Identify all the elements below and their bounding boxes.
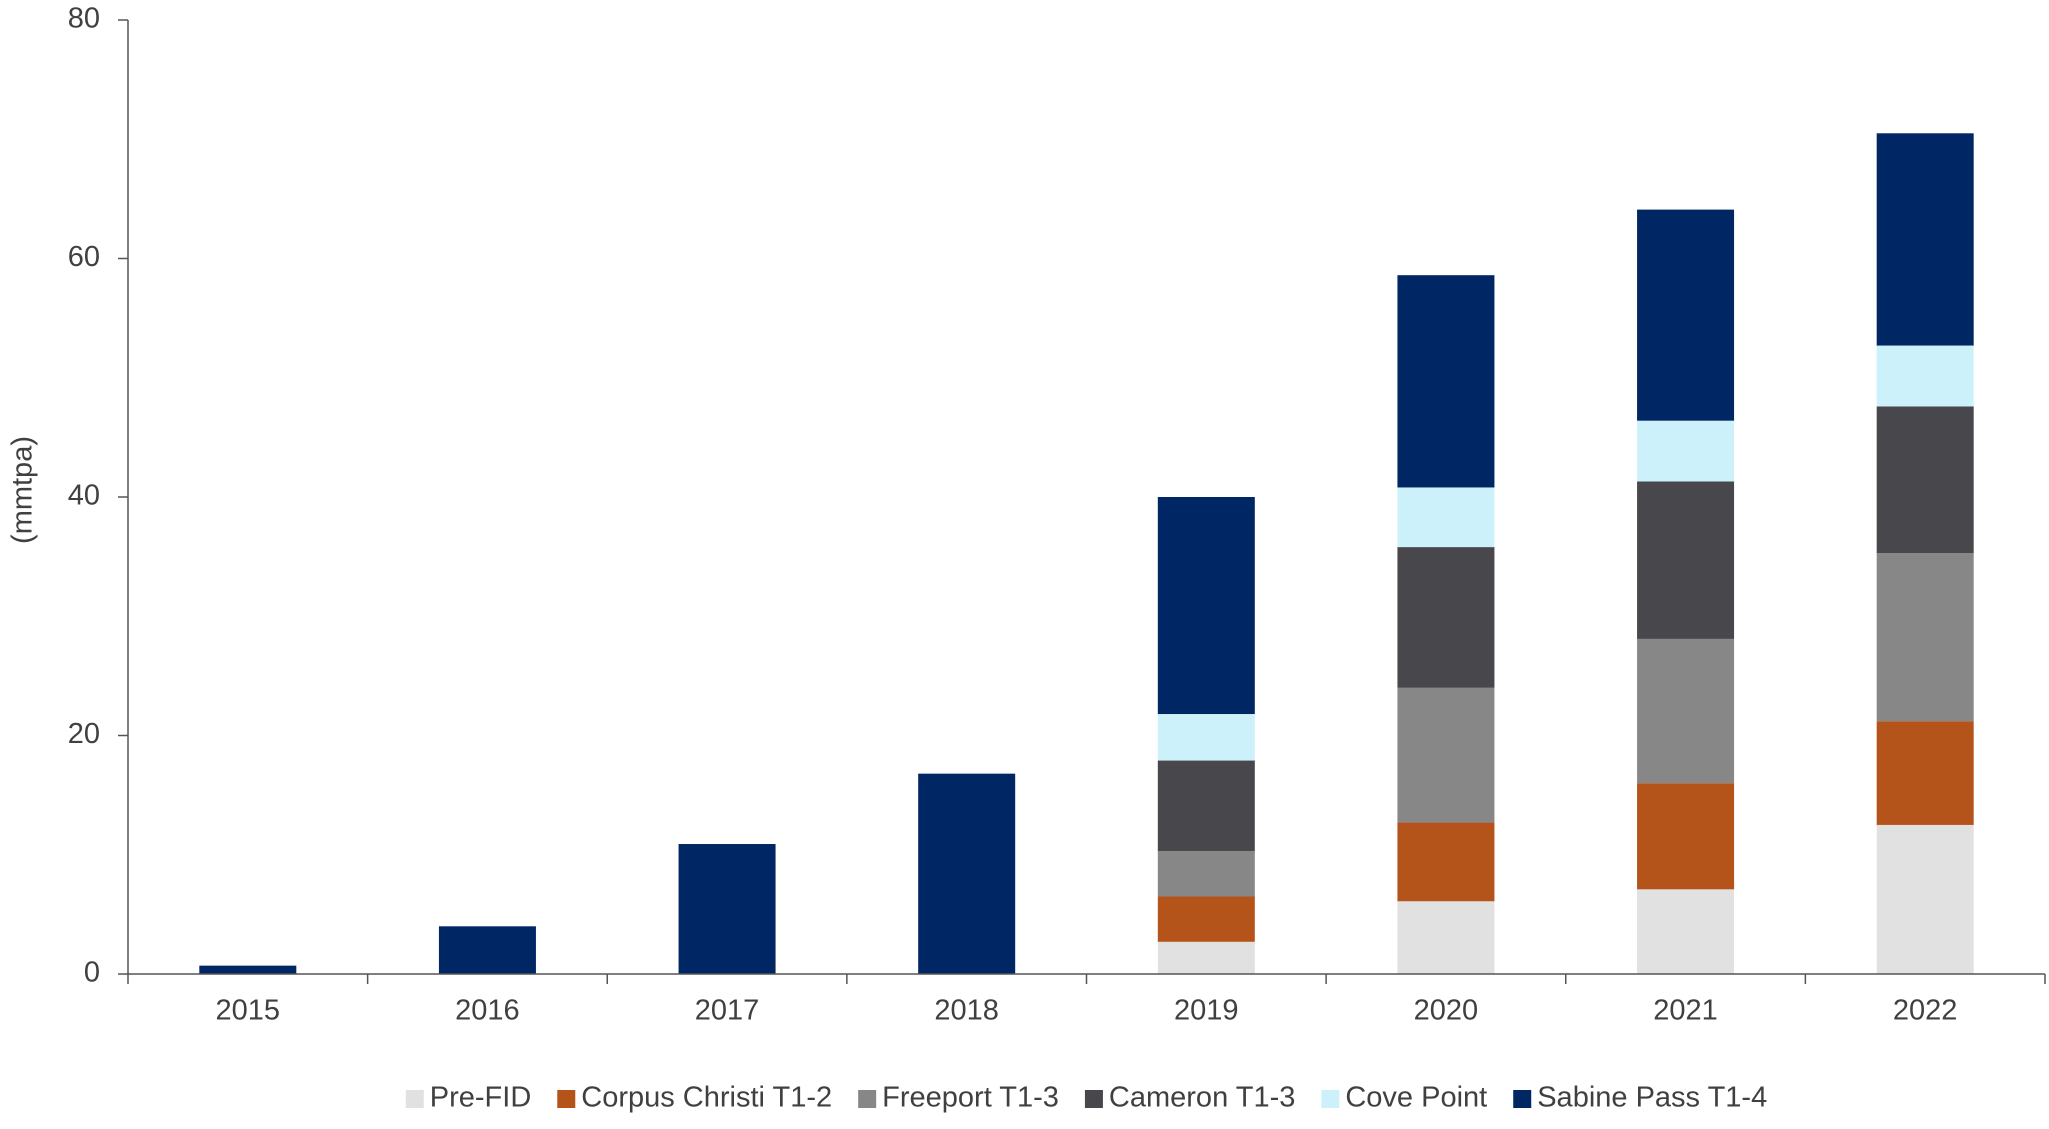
- bar-segment: [1397, 487, 1495, 548]
- legend-swatch: [1321, 1090, 1340, 1108]
- bar-segment: [1637, 209, 1735, 421]
- legend-label: Cove Point: [1345, 1082, 1487, 1114]
- legend-label: Pre-FID: [430, 1082, 532, 1114]
- x-tick-label: 2022: [1893, 995, 1958, 1027]
- bar-segment: [1397, 901, 1495, 974]
- bar-segment: [918, 773, 1016, 974]
- bar-segment: [1397, 275, 1495, 488]
- bar-segment: [1157, 497, 1255, 715]
- y-tick-label: 80: [68, 3, 100, 35]
- y-tick-label: 0: [84, 957, 100, 989]
- legend-label: Sabine Pass T1-4: [1537, 1082, 1767, 1114]
- bar-segment: [1876, 406, 1974, 554]
- x-tick-label: 2015: [216, 995, 281, 1027]
- bar-segment: [1876, 721, 1974, 825]
- y-tick-label: 20: [68, 718, 100, 750]
- bar-segment: [1397, 547, 1495, 688]
- y-tick-label: 60: [68, 241, 100, 273]
- bar-segment: [1637, 638, 1735, 784]
- bar-segment: [1637, 481, 1735, 639]
- x-tick-label: 2021: [1653, 995, 1718, 1027]
- bar-segment: [1157, 941, 1255, 974]
- bar-segment: [1637, 783, 1735, 890]
- legend-label: Cameron T1-3: [1109, 1082, 1295, 1114]
- x-tick-label: 2017: [695, 995, 760, 1027]
- bar-segment: [678, 844, 776, 974]
- bar-segment: [1876, 133, 1974, 346]
- legend-swatch: [557, 1090, 576, 1108]
- legend-swatch: [858, 1090, 877, 1108]
- bar-segment: [1637, 889, 1735, 974]
- bar-segment: [1397, 687, 1495, 823]
- bar-segment: [199, 965, 297, 974]
- bar-segment: [1637, 420, 1735, 482]
- x-tick-label: 2018: [934, 995, 999, 1027]
- bar-segment: [1876, 553, 1974, 722]
- legend-label: Freeport T1-3: [882, 1082, 1059, 1114]
- x-tick-label: 2019: [1174, 995, 1239, 1027]
- legend-swatch: [1513, 1090, 1532, 1108]
- bar-segment: [1876, 824, 1974, 974]
- bar-segment: [438, 926, 536, 974]
- bar-segment: [1157, 851, 1255, 897]
- bar-segment: [1157, 896, 1255, 942]
- y-tick-label: 40: [68, 480, 100, 512]
- legend-swatch: [1084, 1090, 1103, 1108]
- bar-segment: [1397, 822, 1495, 902]
- x-tick-label: 2016: [455, 995, 520, 1027]
- bar-segment: [1157, 714, 1255, 761]
- legend-label: Corpus Christi T1-2: [581, 1082, 832, 1114]
- y-axis-label: (mmtpa): [7, 436, 39, 544]
- legend-swatch: [405, 1090, 424, 1108]
- bar-segment: [1876, 345, 1974, 407]
- x-tick-label: 2020: [1414, 995, 1479, 1027]
- bar-segment: [1157, 760, 1255, 852]
